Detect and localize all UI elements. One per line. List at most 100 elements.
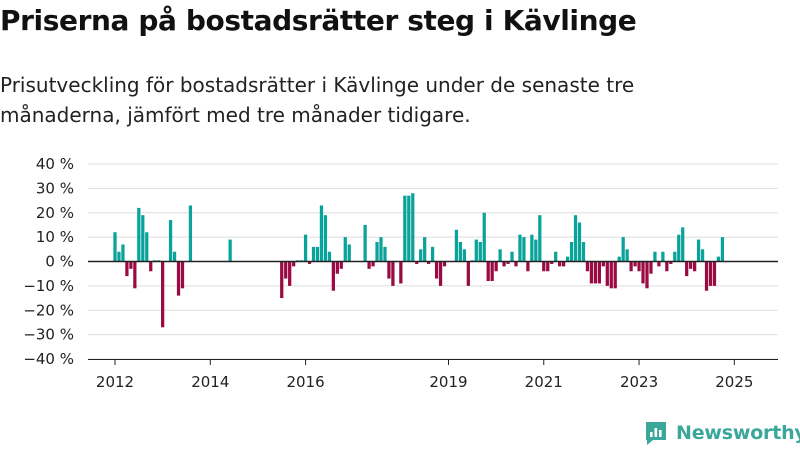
x-tick-label: 2025 — [715, 373, 753, 391]
bar — [546, 261, 550, 272]
bar — [228, 239, 232, 262]
bar — [462, 249, 466, 262]
bar — [188, 205, 193, 262]
brand-name: Newsworthy — [676, 422, 800, 444]
bar — [323, 215, 328, 262]
last-value-label: 10 % — [739, 0, 777, 4]
y-tick-label: −30 % — [23, 326, 74, 344]
bar — [172, 251, 177, 262]
bar — [685, 261, 689, 277]
x-tick-label: 2012 — [96, 373, 134, 391]
bar — [589, 261, 594, 284]
bar — [141, 215, 145, 262]
bar — [573, 215, 578, 262]
x-tick-label: 2019 — [429, 373, 467, 391]
bar — [423, 237, 427, 262]
bar — [542, 261, 546, 272]
bar — [288, 261, 292, 286]
bar — [180, 261, 185, 289]
bar — [454, 229, 459, 262]
bar — [375, 242, 379, 262]
bar — [280, 261, 284, 299]
bar — [617, 256, 621, 262]
bar — [538, 215, 542, 262]
bar — [716, 256, 721, 262]
bar — [577, 222, 582, 262]
bar — [347, 244, 351, 262]
brand-logo: Newsworthy — [644, 418, 800, 448]
bar — [419, 249, 423, 262]
bar — [486, 261, 490, 281]
bar — [145, 232, 149, 262]
bar — [303, 234, 308, 262]
bar — [315, 246, 320, 262]
bar — [704, 261, 709, 291]
y-tick-label: −10 % — [23, 277, 74, 295]
bar — [669, 261, 673, 264]
x-axis: 2012 2014 2016 2019 2021 2023 2025 — [88, 359, 778, 391]
bar — [522, 237, 526, 262]
newsworthy-logo-icon — [646, 422, 666, 445]
bar — [387, 261, 391, 279]
bar — [565, 256, 570, 262]
bar — [399, 261, 403, 284]
bar — [430, 246, 435, 262]
bar — [506, 261, 510, 264]
bar — [129, 261, 133, 269]
bar — [609, 261, 613, 289]
bar — [712, 261, 717, 286]
bar — [720, 237, 725, 262]
bar — [307, 261, 312, 264]
bar — [411, 193, 415, 262]
y-axis-tick-labels: 40 % 30 % 20 % 10 % 0 % −10 % −20 % −30 % −40 % — [23, 155, 74, 368]
bar — [149, 261, 153, 272]
bar — [534, 239, 538, 262]
y-tick-label: 40 % — [36, 155, 74, 173]
bar — [657, 261, 661, 267]
bar — [335, 261, 339, 274]
bar — [681, 227, 685, 262]
bar — [478, 242, 482, 262]
bar — [621, 237, 625, 262]
x-tick-label: 2021 — [525, 373, 563, 391]
bar — [605, 261, 609, 286]
bar — [117, 251, 121, 262]
bar — [518, 234, 522, 262]
bar — [133, 261, 137, 289]
bar — [661, 251, 665, 262]
bar — [629, 261, 633, 272]
bar — [708, 261, 713, 286]
bar — [498, 249, 502, 262]
bar — [597, 261, 601, 284]
y-tick-label: 30 % — [36, 179, 74, 197]
bar — [121, 244, 125, 262]
bar — [494, 261, 498, 272]
bar — [391, 261, 395, 286]
bar — [490, 261, 494, 281]
bar — [331, 261, 335, 291]
bar — [502, 261, 506, 267]
bar — [514, 261, 518, 267]
bar — [593, 261, 598, 284]
bar — [585, 261, 590, 272]
bar — [137, 207, 141, 262]
y-tick-label: 20 % — [36, 204, 74, 222]
bar — [466, 261, 470, 286]
bar — [482, 212, 486, 262]
y-tick-label: 0 % — [45, 253, 74, 271]
bar — [367, 261, 371, 269]
bar — [427, 261, 431, 264]
bar — [284, 261, 288, 279]
chart-title: Priserna på bostadsrätter steg i Kävling… — [0, 4, 637, 37]
bar — [569, 242, 574, 262]
bar — [677, 234, 681, 262]
bar — [696, 239, 701, 262]
bar — [161, 261, 165, 328]
bar — [633, 261, 637, 267]
bar — [113, 232, 117, 262]
bar — [407, 195, 411, 262]
bar — [510, 251, 514, 262]
bar — [550, 261, 554, 264]
chart-subtitle: Prisutveckling för bostadsrätter i Kävli… — [0, 73, 635, 127]
